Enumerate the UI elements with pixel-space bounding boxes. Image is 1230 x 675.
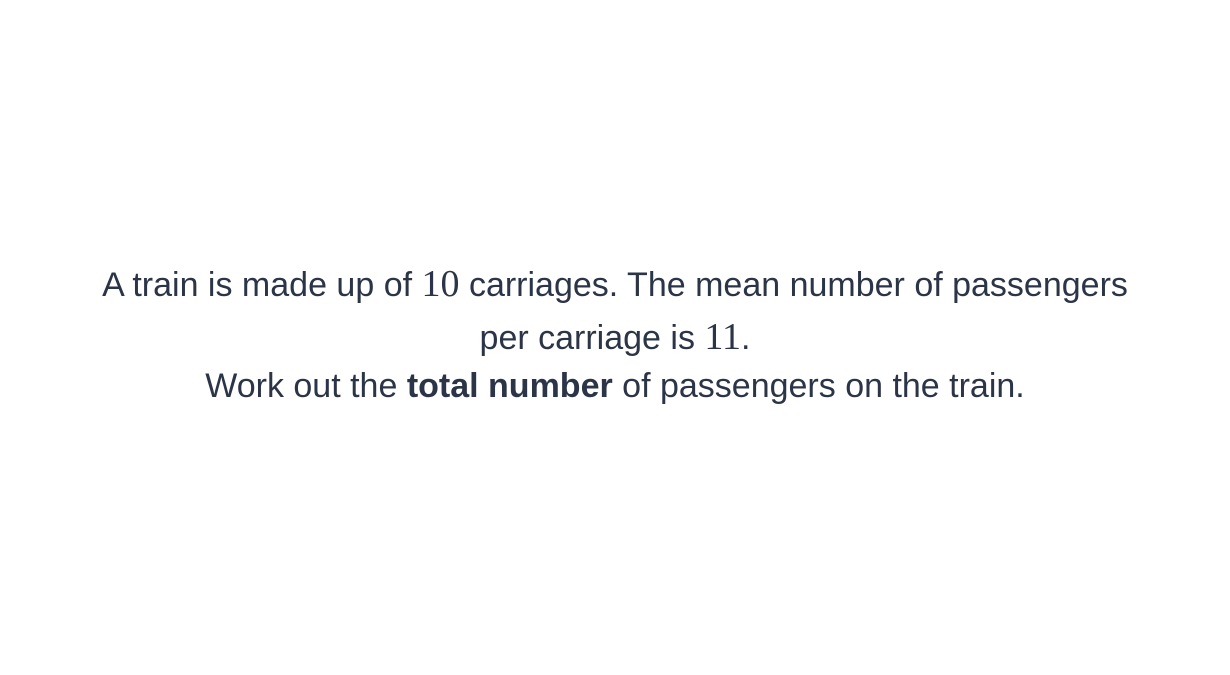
question-text-fragment: Work out the [205,367,407,405]
question-text-fragment: of passengers on the train. [612,367,1025,405]
question-line-2: per carriage is 11. [30,311,1200,364]
question-text-fragment: per carriage is [479,319,705,357]
carriages-count: 10 [421,263,460,305]
question-text-fragment: . [741,319,751,357]
question-text-fragment: carriages. The mean number of passengers [459,266,1128,304]
question-line-3: Work out the total number of passengers … [30,364,1200,408]
emphasis-total-number: total number [406,367,613,405]
question-line-1: A train is made up of 10 carriages. The … [30,258,1200,311]
question-text: A train is made up of 10 carriages. The … [30,258,1200,408]
mean-passengers: 11 [704,316,741,358]
question-text-fragment: A train is made up of [102,266,422,304]
